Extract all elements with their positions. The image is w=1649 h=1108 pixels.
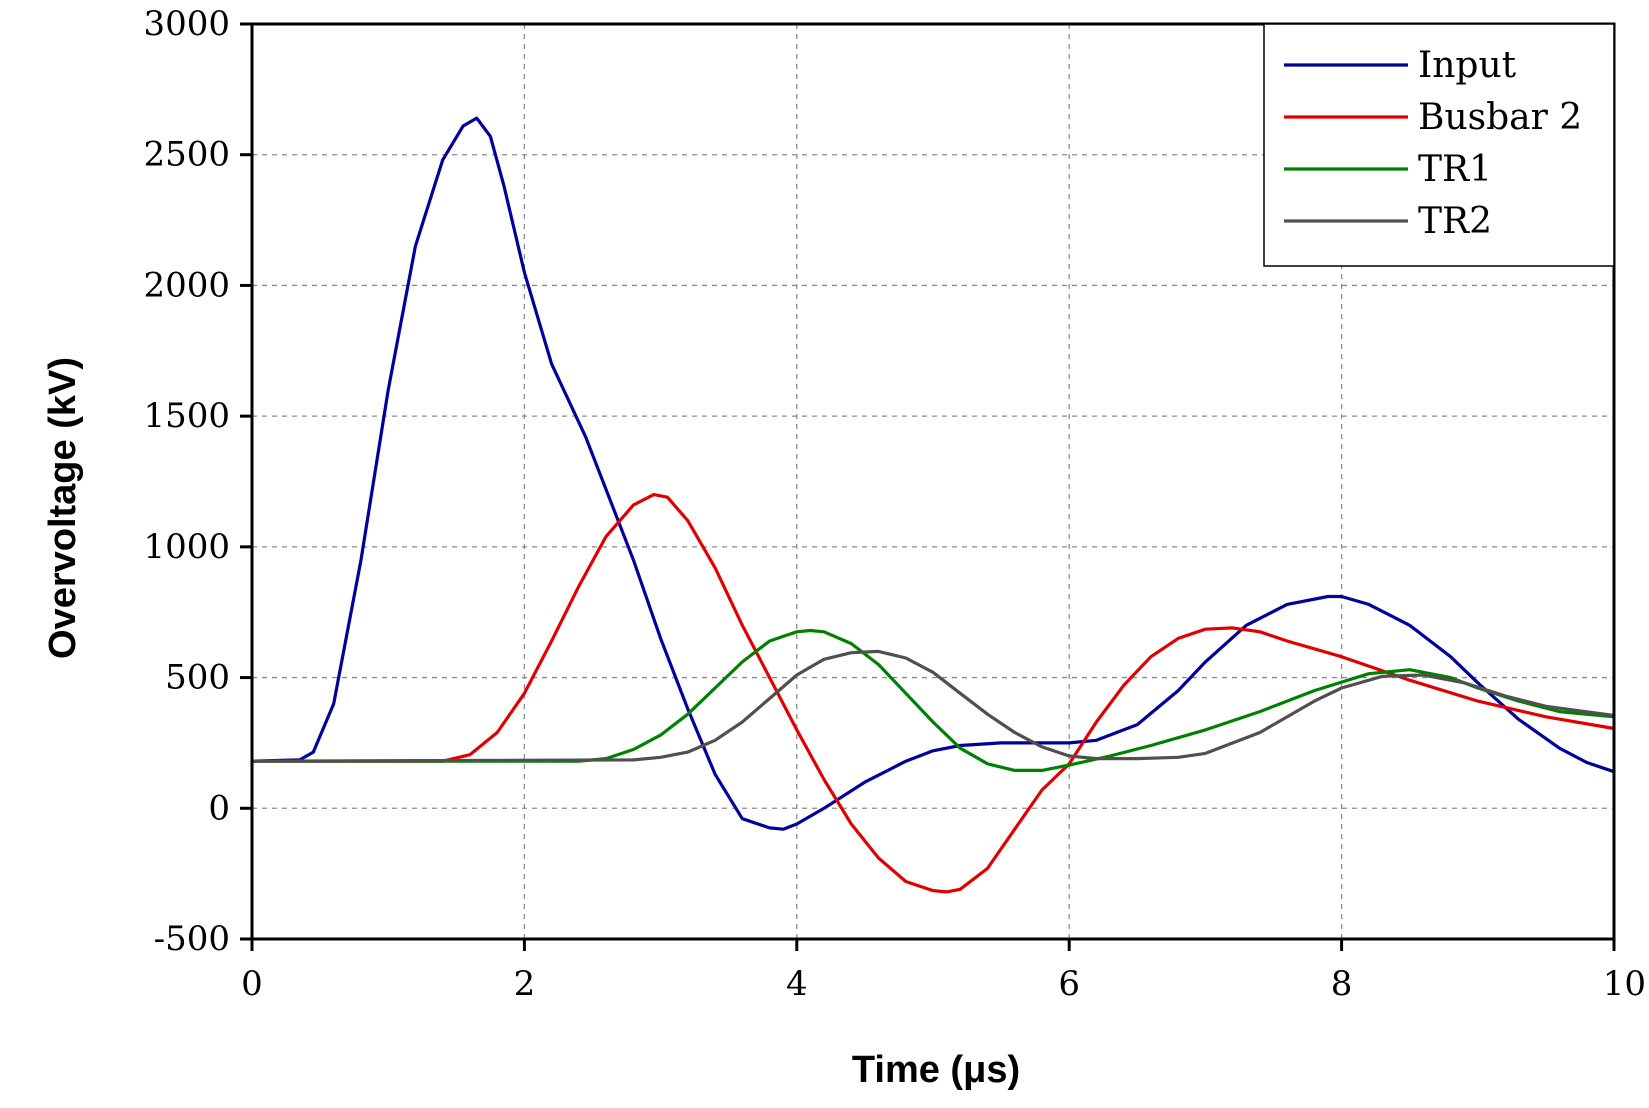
x-axis-title: Time (μs) <box>852 1049 1020 1091</box>
y-tick-label: 0 <box>208 788 230 828</box>
y-tick-label: 2500 <box>143 135 230 175</box>
legend-label: Input <box>1418 45 1517 86</box>
x-tick-label: 6 <box>1058 964 1080 1004</box>
legend-label: TR1 <box>1418 149 1492 190</box>
x-tick-label: 8 <box>1331 964 1353 1004</box>
y-tick-label: 500 <box>165 658 230 698</box>
series-line-tr1 <box>250 628 1616 772</box>
axes <box>240 22 1616 951</box>
x-tick-label: 2 <box>514 964 536 1004</box>
y-tick-label: 2000 <box>143 265 230 305</box>
series-line-input <box>250 116 1616 831</box>
series-line-busbar-2 <box>250 493 1616 894</box>
y-tick-label: 3000 <box>143 4 230 44</box>
legend-label: Busbar 2 <box>1418 97 1582 138</box>
series-line-tr2 <box>250 649 1616 763</box>
y-tick-label: 1500 <box>143 396 230 436</box>
legend-label: TR2 <box>1418 201 1492 242</box>
x-tick-label: 0 <box>241 964 263 1004</box>
x-tick-label: 4 <box>786 964 808 1004</box>
y-tick-label: -500 <box>154 919 230 959</box>
series-lines <box>250 116 1616 894</box>
x-tick-label: 10 <box>1603 964 1646 1004</box>
legend: Input Busbar 2 TR1 TR2 <box>1263 23 1615 267</box>
plot-frame <box>250 22 1616 941</box>
y-tick-label: 1000 <box>143 527 230 567</box>
y-tick-labels: -500 0 500 1000 1500 2000 2500 3000 <box>143 4 230 959</box>
y-axis-title: Overvoltage (kV) <box>42 357 84 659</box>
x-tick-labels: 0 2 4 6 8 10 <box>241 964 1646 1004</box>
